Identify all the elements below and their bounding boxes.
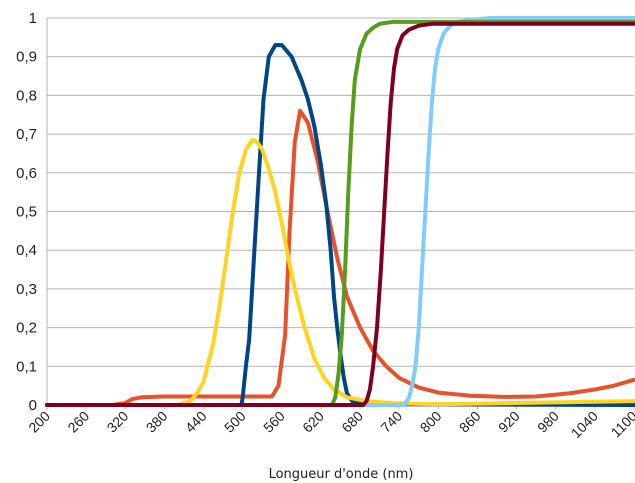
y-tick-label: 0,8 [16, 87, 37, 104]
x-tick-label: 260 [64, 408, 92, 436]
y-tick-label: 0,7 [16, 126, 37, 143]
x-tick-label: 1100 [608, 408, 635, 441]
x-tick-label: 980 [534, 408, 562, 436]
y-tick-label: 0,9 [16, 49, 37, 66]
y-axis-tick-labels: 0 0,1 0,2 0,3 0,4 0,5 0,6 0,7 0,8 0,9 1 [16, 10, 37, 414]
y-tick-label: 0,1 [16, 358, 37, 375]
x-tick-label: 680 [338, 408, 366, 436]
x-tick-label: 920 [495, 408, 523, 436]
series-line-2 [45, 43, 635, 407]
x-axis-title: Longueur d'onde (nm) [269, 467, 414, 482]
x-axis-tick-labels: 200 260 320 380 440 500 560 620 680 740 800 860 920 9… [25, 408, 635, 441]
y-tick-label: 0,3 [16, 281, 37, 298]
x-tick-label: 440 [182, 408, 210, 436]
x-tick-label: 800 [417, 408, 445, 436]
x-tick-label: 380 [143, 408, 171, 436]
series-line-5 [45, 19, 635, 407]
gridlines [47, 17, 634, 406]
x-tick-label: 500 [221, 408, 249, 436]
y-tick-label: 0,2 [16, 320, 37, 337]
x-tick-label: 740 [377, 408, 405, 436]
x-tick-label: 860 [456, 408, 484, 436]
y-tick-label: 1 [29, 10, 37, 27]
x-tick-label: 1040 [568, 408, 601, 441]
series-line-6 [45, 21, 635, 407]
x-tick-label: 320 [104, 408, 132, 436]
y-tick-label: 0,5 [16, 204, 37, 221]
series-line-3 [45, 137, 635, 407]
y-tick-label: 0,4 [16, 242, 37, 259]
x-tick-label: 560 [260, 408, 288, 436]
y-tick-label: 0,6 [16, 165, 37, 182]
series-lines [45, 16, 635, 407]
x-tick-label: 620 [299, 408, 327, 436]
y-tick-label: 0 [29, 397, 37, 414]
